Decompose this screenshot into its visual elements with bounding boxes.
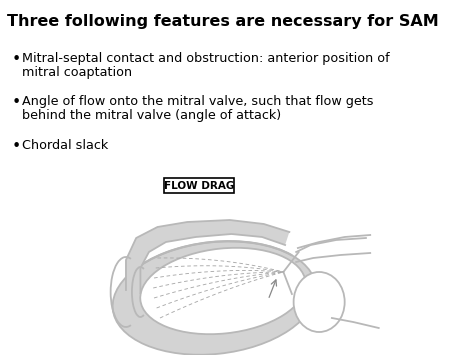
Bar	[164, 178, 234, 193]
Text: Chordal slack: Chordal slack	[22, 139, 109, 152]
Text: •: •	[12, 139, 21, 154]
Text: •: •	[12, 52, 21, 67]
Text: mitral coaptation: mitral coaptation	[22, 66, 132, 79]
Circle shape	[293, 272, 345, 332]
Text: Angle of flow onto the mitral valve, such that flow gets: Angle of flow onto the mitral valve, suc…	[22, 95, 374, 108]
Polygon shape	[126, 220, 289, 293]
Text: •: •	[12, 95, 21, 110]
Ellipse shape	[113, 241, 316, 355]
Text: Mitral-septal contact and obstruction: anterior position of: Mitral-septal contact and obstruction: a…	[22, 52, 390, 65]
Text: FLOW DRAG: FLOW DRAG	[164, 181, 234, 191]
Text: Three following features are necessary for SAM: Three following features are necessary f…	[7, 14, 438, 29]
Ellipse shape	[140, 248, 306, 334]
Text: behind the mitral valve (angle of attack): behind the mitral valve (angle of attack…	[22, 109, 281, 122]
